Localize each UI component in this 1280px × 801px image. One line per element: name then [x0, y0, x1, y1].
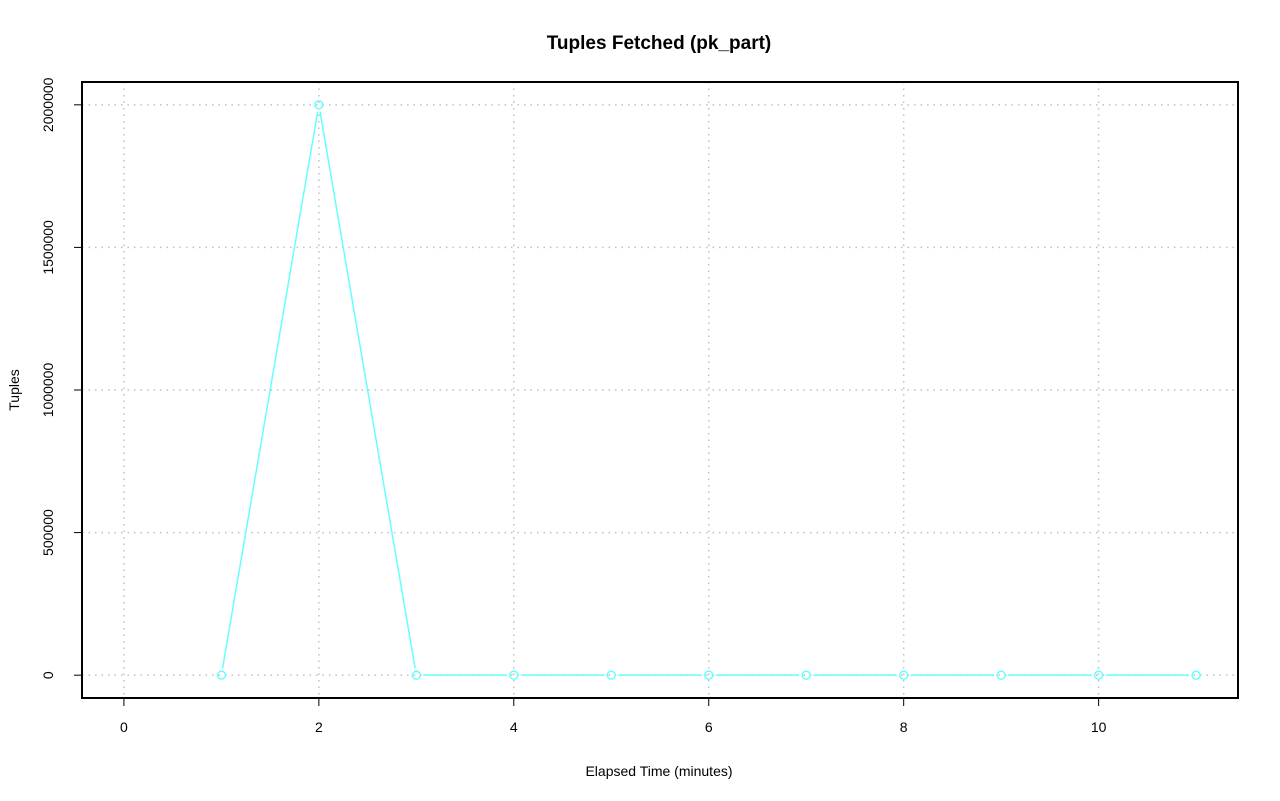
data-point — [996, 670, 1006, 680]
data-point — [314, 100, 324, 110]
y-axis-label: Tuples — [6, 369, 22, 411]
y-axis: 0 500000 1000000 1500000 2000000 — [40, 77, 82, 679]
x-tick-label: 2 — [315, 719, 323, 735]
y-tick-label: 500000 — [40, 509, 56, 556]
data-point — [801, 670, 811, 680]
x-tick-label: 0 — [120, 719, 128, 735]
series — [216, 100, 1201, 680]
grid — [82, 82, 1238, 698]
x-tick-label: 4 — [510, 719, 518, 735]
series-segment — [319, 111, 416, 669]
data-point — [703, 670, 714, 680]
y-tick-label: 2000000 — [40, 77, 56, 132]
x-tick-label: 8 — [900, 719, 908, 735]
y-tick-label: 1000000 — [40, 363, 56, 418]
series-segment — [221, 111, 319, 669]
x-tick-label: 10 — [1091, 719, 1107, 735]
x-tick-label: 6 — [705, 719, 713, 735]
x-axis: 0 2 4 6 8 10 — [120, 697, 1107, 735]
data-point — [411, 670, 422, 680]
data-point — [606, 670, 617, 680]
data-point — [1093, 670, 1104, 680]
data-point — [1191, 670, 1201, 680]
y-tick-label: 0 — [40, 671, 56, 679]
y-tick-label: 1500000 — [40, 220, 56, 275]
data-point — [509, 670, 519, 680]
data-point — [898, 670, 909, 680]
x-axis-label: Elapsed Time (minutes) — [585, 763, 732, 779]
chart-title: Tuples Fetched (pk_part) — [547, 33, 772, 54]
data-point — [216, 670, 227, 680]
